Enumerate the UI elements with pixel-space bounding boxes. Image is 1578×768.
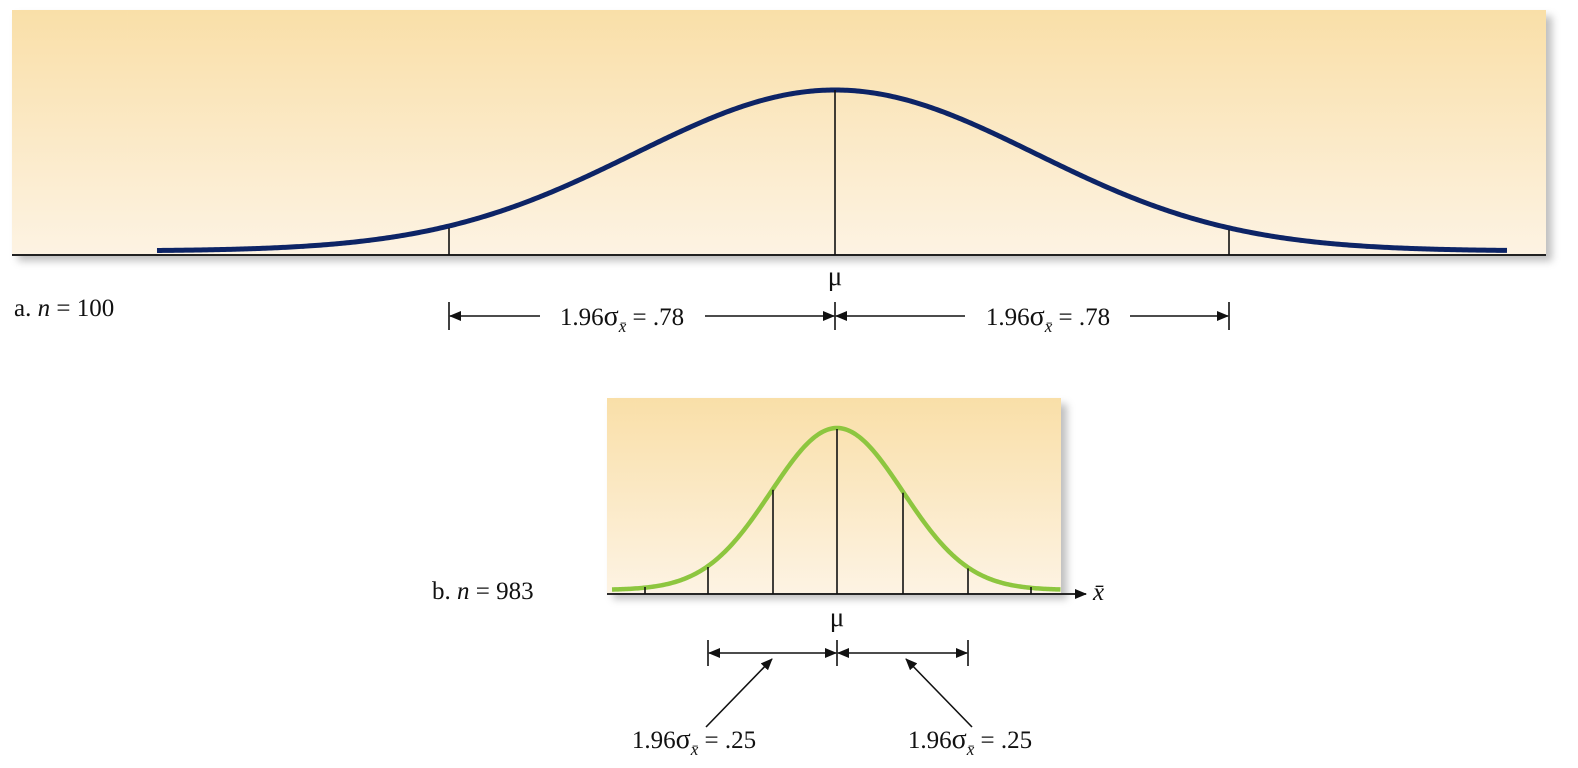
panel-b-left-interval-label: 1.96σx̄ = .25 — [632, 724, 756, 759]
panel-b-right-pointer — [905, 658, 973, 728]
panel-a-right-interval-label: 1.96σx̄ = .78 — [986, 301, 1110, 336]
panel-b-left-pointer — [705, 658, 773, 728]
panel-b-normal-curve — [611, 425, 1061, 592]
panel-b-mean-label: μ — [830, 602, 844, 632]
panel-a-mean-label: μ — [828, 261, 842, 291]
panel-a-title: a. n = 100 — [14, 295, 114, 322]
panel-a-left-interval-label: 1.96σx̄ = .78 — [560, 301, 684, 336]
panel-b-axis-ticks — [644, 587, 1032, 594]
panel-b-background — [607, 398, 1061, 593]
panel-a: μ a. n = 100 1.96σx̄ = .78 1.96σx̄ = .78 — [12, 10, 1546, 336]
panel-b-vertical-lines — [707, 429, 969, 594]
panel-b-title: b. n = 983 — [432, 578, 534, 605]
panel-a-normal-curve — [156, 87, 1508, 253]
panel-b: x̄ μ b. n = 983 1.96σx̄ = .25 1.96σx̄ = … — [432, 398, 1104, 759]
panel-b-right-interval-label: 1.96σx̄ = .25 — [908, 724, 1032, 759]
panel-a-background — [12, 10, 1546, 255]
panel-b-x-axis-label: x̄ — [1092, 579, 1104, 606]
